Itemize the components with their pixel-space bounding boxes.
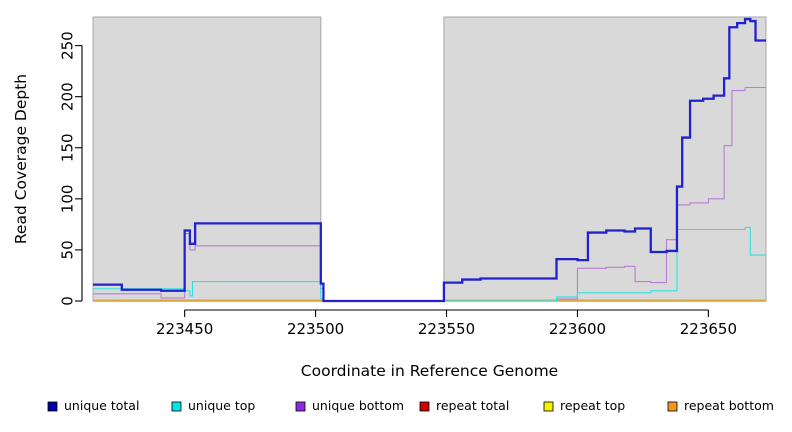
- y-tick-label-100: 100: [59, 185, 77, 214]
- series-line-unique-top: [93, 226, 766, 302]
- x-tick-label-223500: 223500: [287, 320, 344, 338]
- series-line-unique-bottom: [93, 86, 766, 302]
- legend-swatch-repeat-bottom: [667, 401, 678, 412]
- y-tick-label-0: 0: [59, 296, 77, 306]
- legend-label-repeat-top: repeat top: [560, 398, 625, 413]
- legend-swatch-unique-top: [171, 401, 182, 412]
- x-tick-label-223550: 223550: [418, 320, 475, 338]
- shaded-region-1: [443, 16, 767, 302]
- legend-label-repeat-bottom: repeat bottom: [684, 398, 774, 413]
- legend-label-unique-bottom: unique bottom: [312, 398, 404, 413]
- series-line-unique-total: [93, 17, 766, 303]
- y-tick-label-50: 50: [59, 240, 77, 259]
- x-tick-label-223600: 223600: [549, 320, 606, 338]
- legend-swatch-repeat-total: [419, 401, 430, 412]
- x-tick-label-223450: 223450: [156, 320, 213, 338]
- legend-swatch-unique-bottom: [295, 401, 306, 412]
- series-group: [93, 17, 766, 303]
- shaded-region-group: [92, 16, 767, 302]
- legend: unique total unique top unique bottom repea…: [47, 398, 774, 413]
- x-tick-label-223650: 223650: [680, 320, 737, 338]
- y-axis: 0 50 100 150 200 250: [59, 31, 83, 306]
- legend-label-unique-top: unique top: [188, 398, 255, 413]
- y-tick-label-200: 200: [59, 82, 77, 111]
- x-axis-title: Coordinate in Reference Genome: [301, 362, 558, 380]
- legend-label-unique-total: unique total: [64, 398, 139, 413]
- shaded-region-0: [92, 16, 322, 302]
- x-axis: 223450 223500 223550 223600 223650: [156, 309, 737, 338]
- legend-swatch-unique-total: [47, 401, 58, 412]
- y-tick-label-250: 250: [59, 31, 77, 60]
- y-tick-label-150: 150: [59, 133, 77, 162]
- y-axis-title: Read Coverage Depth: [12, 74, 30, 244]
- legend-label-repeat-total: repeat total: [436, 398, 509, 413]
- legend-swatch-repeat-top: [543, 401, 554, 412]
